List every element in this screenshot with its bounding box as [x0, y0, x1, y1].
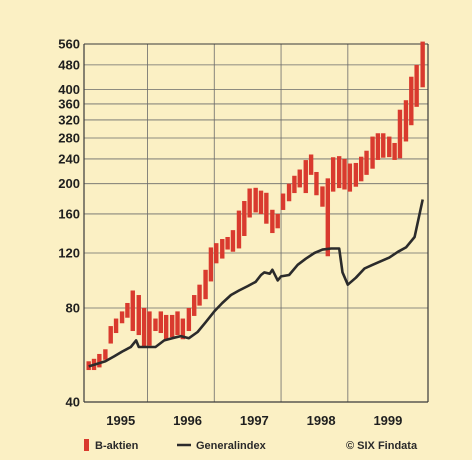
legend-b-aktien-label: B-aktien: [95, 440, 139, 452]
b-aktien-bar: [119, 311, 125, 324]
b-aktien-bar: [163, 314, 169, 340]
x-tick-label: 1997: [240, 413, 269, 428]
x-tick-label: 1995: [106, 413, 135, 428]
b-aktien-bar: [308, 154, 314, 175]
b-aktien-bar: [236, 210, 242, 249]
b-aktien-bar: [264, 192, 269, 224]
b-aktien-bars: [86, 41, 425, 371]
b-aktien-bar: [359, 156, 364, 182]
b-aktien-bar: [292, 175, 297, 194]
b-aktien-bar: [375, 133, 381, 160]
y-tick-label: 280: [58, 131, 80, 146]
b-aktien-bar: [113, 318, 119, 334]
b-aktien-bar: [336, 156, 342, 189]
b-aktien-bar: [381, 133, 386, 158]
y-tick-label: 240: [58, 151, 80, 166]
b-aktien-bar: [175, 311, 180, 336]
legend: B-aktien Generalindex © SIX Findata: [84, 439, 418, 452]
y-tick-label: 400: [58, 82, 80, 97]
b-aktien-bar: [147, 311, 152, 346]
b-aktien-bar: [275, 213, 280, 229]
y-tick-label: 120: [58, 245, 80, 260]
grid: [84, 43, 428, 403]
b-aktien-bar: [330, 157, 336, 192]
b-aktien-bar: [297, 169, 302, 188]
b-aktien-bar: [97, 353, 102, 368]
b-aktien-bar: [258, 190, 264, 215]
b-aktien-bar: [130, 290, 135, 332]
b-aktien-bar: [169, 314, 175, 338]
generalindex-line-group: [88, 199, 424, 368]
b-aktien-bar: [180, 318, 186, 340]
b-aktien-bar: [158, 311, 164, 334]
b-aktien-bar: [353, 162, 359, 187]
source-credit: © SIX Findata: [346, 440, 418, 452]
y-tick-label: 160: [58, 206, 80, 221]
b-aktien-bar: [320, 186, 325, 207]
b-aktien-bar: [153, 318, 158, 332]
generalindex-line: [88, 199, 424, 368]
b-aktien-bar: [420, 41, 425, 88]
b-aktien-bar: [342, 158, 347, 190]
x-tick-label: 1999: [373, 413, 402, 428]
b-aktien-bar: [364, 150, 369, 175]
b-aktien-bar: [325, 178, 331, 257]
b-aktien-bar: [253, 187, 258, 213]
b-aktien-bar: [414, 64, 419, 107]
b-aktien-bar: [303, 160, 308, 194]
y-tick-label: 40: [66, 395, 80, 410]
b-aktien-bar: [242, 201, 247, 236]
x-tick-label: 1998: [307, 413, 336, 428]
y-tick-label: 560: [58, 37, 80, 52]
b-aktien-bar: [103, 349, 108, 360]
y-tick-label: 360: [58, 96, 80, 111]
b-aktien-bar: [314, 171, 319, 196]
b-aktien-bar: [208, 247, 214, 282]
b-aktien-bar: [387, 136, 392, 158]
plot-frame: [83, 43, 429, 403]
b-aktien-bar: [403, 100, 409, 142]
b-aktien-bar: [197, 284, 202, 306]
y-tick-label: 320: [58, 112, 80, 127]
b-aktien-bar: [108, 326, 113, 344]
b-aktien-bar: [280, 193, 286, 210]
b-aktien-bar: [370, 136, 375, 169]
y-tick-label: 80: [66, 300, 80, 315]
b-aktien-bar: [220, 239, 225, 259]
b-aktien-bar: [247, 188, 252, 218]
b-aktien-bar: [270, 209, 275, 234]
x-tick-label: 1996: [173, 413, 202, 428]
legend-generalindex-label: Generalindex: [196, 440, 267, 452]
legend-b-aktien-swatch: [84, 439, 89, 451]
b-aktien-bar: [230, 230, 236, 252]
b-aktien-bar: [203, 269, 208, 300]
b-aktien-bar: [225, 236, 230, 250]
b-aktien-bar: [141, 307, 147, 348]
b-aktien-bar: [192, 295, 197, 316]
b-aktien-bar: [347, 163, 353, 192]
x-axis-ticks: 1995 1996 1997 1998 1999: [106, 413, 402, 428]
b-aktien-bar: [397, 109, 403, 159]
y-tick-label: 480: [58, 57, 80, 72]
b-aktien-bar: [136, 295, 141, 336]
b-aktien-bar: [125, 302, 130, 318]
b-aktien-bar: [214, 243, 219, 264]
y-tick-label: 200: [58, 176, 80, 191]
b-aktien-bar: [409, 76, 414, 126]
b-aktien-bar: [186, 307, 192, 332]
b-aktien-bar: [392, 142, 397, 160]
b-aktien-bar: [286, 183, 292, 202]
